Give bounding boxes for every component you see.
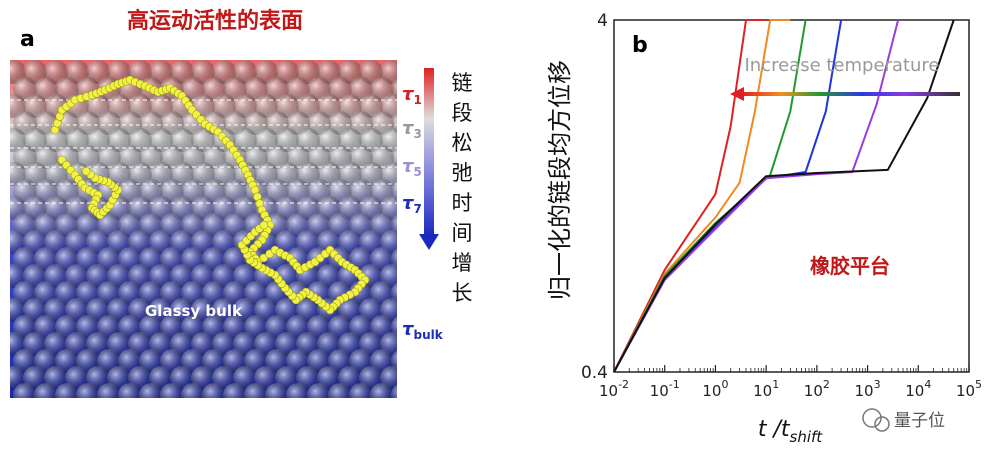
tau-label-4: τbulk: [402, 319, 444, 342]
arrow-char: 段: [452, 101, 473, 125]
arrow-char: 链: [452, 71, 473, 95]
x-tick-exp: 2: [823, 378, 830, 391]
x-axis-label: t /tshift: [758, 417, 823, 446]
x-tick-base: 10: [956, 382, 975, 400]
tau-symbol: τ: [402, 193, 414, 214]
tau-symbol: τ: [402, 156, 414, 177]
x-tick-exp: 5: [975, 378, 982, 391]
series-line-1: [613, 19, 791, 373]
x-tick-base: 10: [855, 382, 874, 400]
x-tick-base: 10: [753, 382, 772, 400]
tau-symbol: τ: [402, 84, 414, 105]
watermark-text: 量子位: [894, 411, 945, 431]
y-tick-label: 0.4: [581, 363, 608, 383]
arrow-char: 长: [452, 281, 473, 305]
series-lines: [613, 19, 955, 373]
temperature-arrow-bar: [742, 92, 960, 96]
x-tick-base: 10: [599, 382, 618, 400]
x-tick-exp: 1: [772, 378, 779, 391]
x-tick-label: 10-1: [650, 378, 680, 400]
plateau-annotation: 橡胶平台: [810, 254, 890, 278]
molecular-slab: Glassy bulk: [10, 60, 397, 398]
x-tick-base: 10: [650, 382, 669, 400]
watermark: 量子位: [862, 408, 945, 432]
x-tick-label: 105: [956, 378, 982, 400]
tau-subscript: 3: [414, 127, 422, 141]
tau-subscript: 1: [414, 93, 422, 107]
sphere-texture: [10, 60, 397, 398]
bulk-label: Glassy bulk: [145, 302, 243, 320]
series-line-0: [613, 19, 767, 373]
tau-subscript: 7: [414, 202, 422, 216]
tau-subscript: bulk: [414, 328, 444, 342]
x-axis-label-main: t /t: [758, 417, 791, 442]
series-line-5: [613, 19, 955, 373]
panel-a-label: a: [20, 27, 35, 52]
temperature-annotation: Increase temperature: [744, 55, 939, 76]
x-tick-exp: -2: [618, 378, 629, 391]
chain-beads: [50, 75, 370, 315]
x-tick-exp: -1: [669, 378, 680, 391]
tau-label-3: τ7: [402, 193, 422, 216]
x-tick-exp: 3: [874, 378, 881, 391]
x-ticks: 10-2 10-1 100 101 102 103 104 105: [599, 365, 982, 400]
x-tick-label: 104: [905, 378, 931, 400]
arrow-char: 时: [452, 191, 473, 215]
arrow-char: 增: [452, 251, 473, 275]
arrow-char: 间: [452, 221, 473, 245]
relaxation-arrow-bar: [424, 68, 434, 236]
tau-label-2: τ5: [402, 156, 422, 179]
tau-label-0: τ1: [402, 84, 422, 107]
x-tick-label: 100: [702, 378, 728, 400]
x-tick-label: 103: [855, 378, 881, 400]
x-tick-label: 102: [804, 378, 830, 400]
y-axis-label: 归一化的链段均方位移: [546, 60, 574, 300]
temperature-arrow-head: [730, 87, 744, 101]
x-tick-base: 10: [702, 382, 721, 400]
x-tick-base: 10: [905, 382, 924, 400]
x-tick-exp: 0: [721, 378, 728, 391]
x-axis-label-sub: shift: [790, 428, 824, 446]
y-tick-label: 4: [597, 11, 608, 31]
panel-b: b 归一化的链段均方位移 40.4 10-2 10-1 100 101 102 103 10…: [546, 11, 982, 446]
tau-symbol: τ: [402, 118, 414, 139]
x-tick-exp: 4: [924, 378, 931, 391]
panel-b-label: b: [632, 33, 648, 58]
arrow-char: 松: [452, 131, 473, 155]
x-tick-label: 10-2: [599, 378, 629, 400]
y-ticks: 40.4: [581, 11, 608, 383]
arrow-char: 弛: [452, 161, 473, 185]
x-tick-label: 101: [753, 378, 779, 400]
relaxation-arrow-head: [419, 234, 439, 250]
series-line-4: [613, 19, 900, 373]
x-tick-base: 10: [804, 382, 823, 400]
tau-symbol: τ: [402, 319, 414, 340]
tau-label-1: τ3: [402, 118, 422, 141]
tau-subscript: 5: [414, 165, 422, 179]
panel-a-title: 高运动活性的表面: [127, 8, 303, 34]
plot-frame: [613, 19, 970, 373]
